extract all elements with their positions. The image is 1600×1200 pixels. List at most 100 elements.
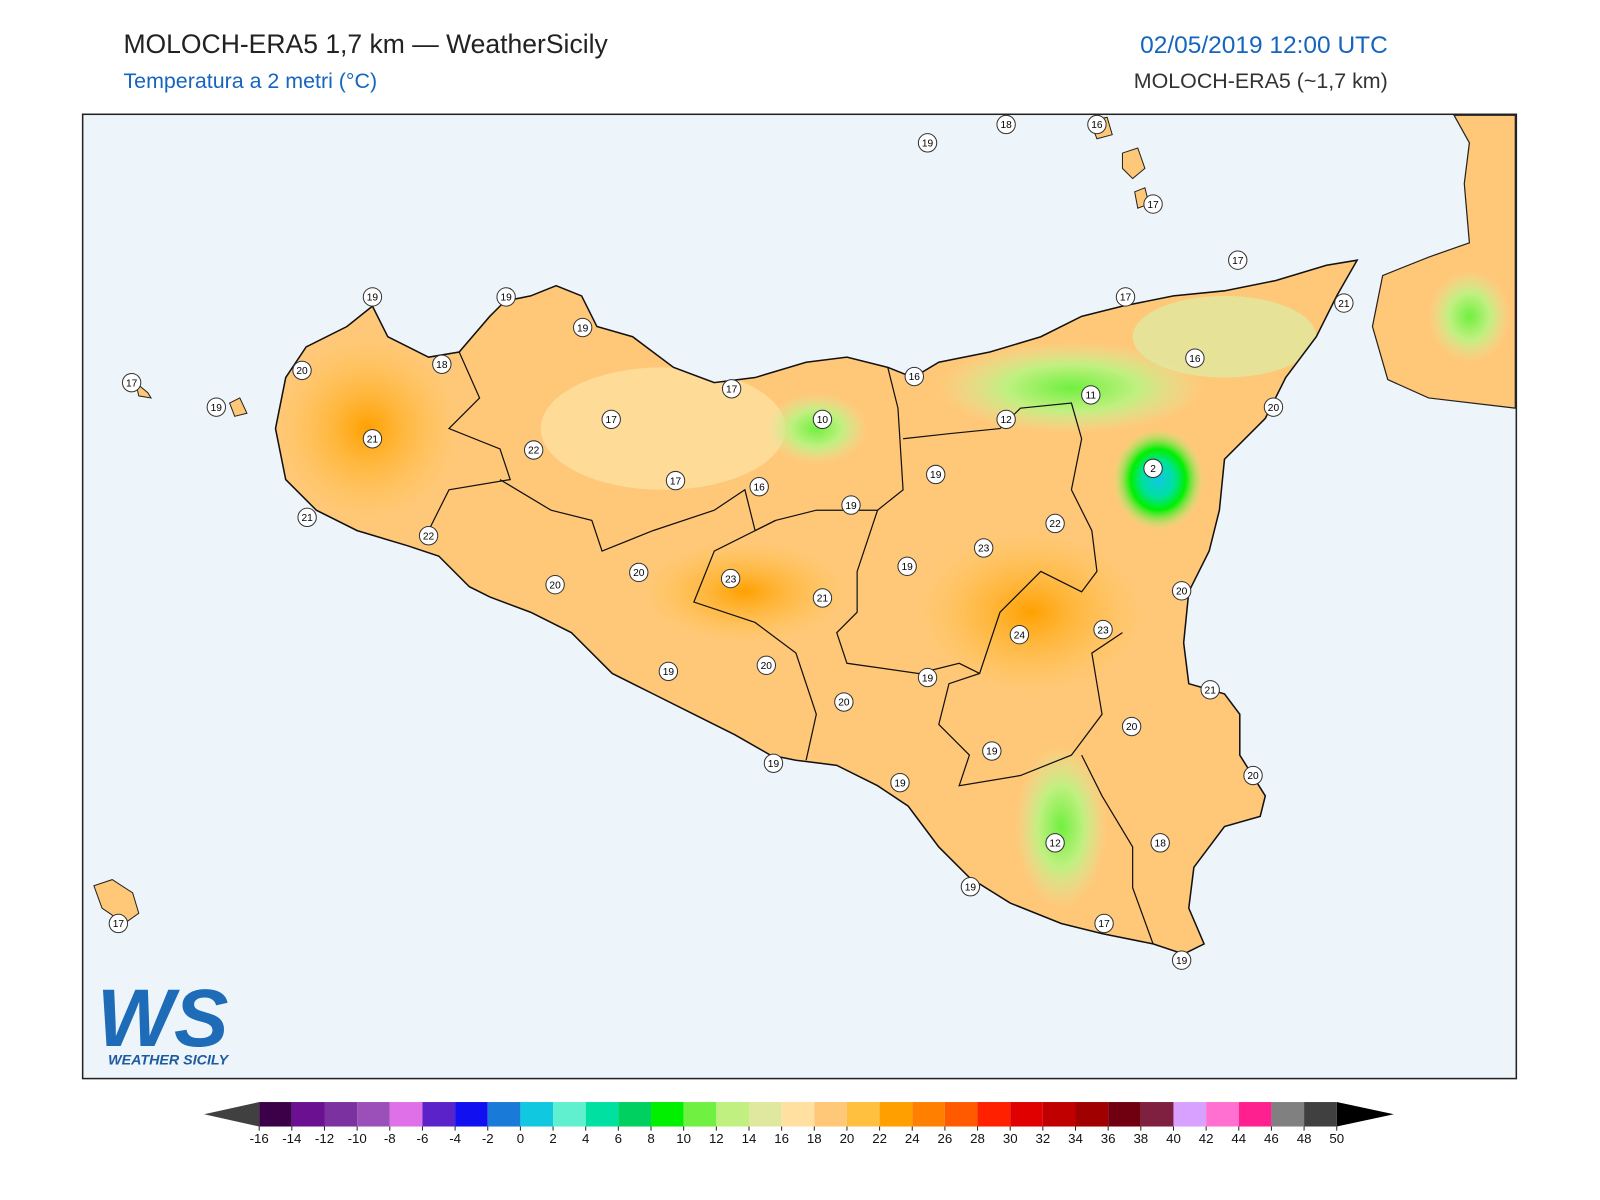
logo: WS WEATHER SICILY (97, 973, 230, 1068)
station-value: 23 (725, 574, 737, 585)
station-value: 12 (1000, 415, 1012, 426)
station-value: 17 (670, 476, 682, 487)
station-marker (1121, 716, 1142, 737)
colorbar-tick-label: 40 (1166, 1131, 1181, 1146)
station-marker (297, 507, 317, 528)
colorbar: -16 -14 -12 -10 -8 -6 -4 -2 0 2 4 6 8 10 12 14 16 18 20 22 2… (204, 1102, 1394, 1146)
station-marker (1200, 680, 1220, 700)
colorbar-bin (1271, 1102, 1305, 1127)
province-borders (428, 351, 1154, 945)
station-marker (1045, 513, 1065, 534)
colorbar-tick-label: 16 (774, 1131, 789, 1146)
colorbar-bin (814, 1102, 847, 1127)
station-value: 20 (296, 366, 308, 377)
colorbar-bin (422, 1102, 456, 1127)
colorbar-tick-label: 10 (676, 1131, 691, 1146)
station-value: 2 (1150, 464, 1156, 475)
station-value: 19 (500, 293, 512, 304)
station-value: 17 (126, 378, 138, 389)
station-value: 20 (549, 580, 561, 591)
station-marker (206, 397, 227, 417)
station-marker (601, 409, 621, 430)
station-value: 12 (1049, 839, 1061, 850)
station-marker (917, 133, 938, 153)
station-marker (1228, 250, 1248, 270)
station-value: 21 (1338, 299, 1350, 310)
colorbar-bin (748, 1102, 782, 1127)
colorbar-tick-label: -2 (482, 1131, 494, 1146)
station-marker (1115, 287, 1136, 307)
station-marker (996, 409, 1016, 430)
station-value: 17 (1120, 293, 1132, 304)
colorbar-bin (585, 1102, 619, 1127)
colorbar-tick-label: 24 (905, 1131, 920, 1146)
colorbar-bin (977, 1102, 1011, 1127)
colorbar-tick-label: -10 (348, 1131, 367, 1146)
colorbar-bin (912, 1102, 945, 1127)
station-marker (982, 741, 1002, 761)
station-marker (812, 409, 833, 430)
station-marker (1171, 581, 1192, 601)
colorbar-tick-label: 18 (807, 1131, 822, 1146)
station-marker (926, 464, 946, 485)
colorbar-tick-label: 26 (938, 1131, 953, 1146)
station-marker (1150, 833, 1170, 853)
station-value: 19 (986, 747, 998, 758)
colorbar-bin (520, 1102, 554, 1127)
colorbar-tick-label: 48 (1297, 1131, 1312, 1146)
colorbar-bin (357, 1102, 390, 1127)
station-marker (1045, 833, 1065, 853)
station-marker (897, 556, 917, 577)
station-marker (432, 354, 452, 374)
colorbar-tick-label: -6 (417, 1131, 429, 1146)
station-value: 17 (606, 415, 618, 426)
colorbar-bin (324, 1102, 358, 1127)
station-marker (658, 661, 679, 682)
station-value: 24 (1014, 630, 1026, 641)
colorbar-bin (389, 1102, 423, 1127)
logo-caption: WEATHER SICILY (108, 1052, 229, 1068)
station-marker (834, 692, 854, 712)
station-marker (1143, 458, 1163, 479)
colorbar-bin (1010, 1102, 1043, 1127)
station-value: 19 (845, 501, 857, 512)
station-marker (496, 287, 516, 307)
colorbar-tick-label: 20 (840, 1131, 855, 1146)
colorbar-bin (1075, 1102, 1109, 1127)
colorbar-bin (716, 1102, 749, 1127)
colorbar-tick-label: -8 (384, 1131, 396, 1146)
colorbar-tick-label: -14 (282, 1131, 301, 1146)
colorbar-bin (651, 1102, 684, 1127)
colorbar-bin (1140, 1102, 1174, 1127)
station-marker (292, 360, 312, 381)
station-labels: 19 18 16 17 17 17 21 19 19 19 18 20 17 19 17 16 17 10 11 12… (108, 114, 1354, 970)
colorbar-bin (1304, 1102, 1337, 1127)
colorbar-bin (1238, 1102, 1272, 1127)
station-value: 21 (1205, 686, 1217, 697)
station-marker (1094, 913, 1114, 934)
station-value: 23 (1097, 625, 1109, 636)
colorbar-tick-label: 14 (742, 1131, 757, 1146)
colorbar-tick-label: 4 (582, 1131, 589, 1146)
station-value: 20 (1176, 587, 1188, 598)
station-value: 19 (1176, 956, 1188, 967)
station-value: 19 (930, 470, 942, 481)
colorbar-under (204, 1102, 260, 1127)
station-value: 20 (838, 698, 850, 709)
station-marker (1081, 385, 1101, 405)
colorbar-bin (781, 1102, 815, 1127)
station-value: 20 (1268, 403, 1280, 414)
station-value: 20 (761, 661, 773, 672)
station-value: 19 (922, 139, 934, 150)
station-marker (749, 477, 769, 497)
station-marker (629, 562, 649, 583)
station-value: 19 (922, 673, 934, 684)
colorbar-tick-label: 42 (1199, 1131, 1214, 1146)
station-marker (121, 372, 142, 393)
station-marker (362, 429, 383, 449)
station-value: 18 (1155, 839, 1167, 850)
station-value: 11 (1086, 391, 1097, 402)
station-marker (721, 379, 742, 399)
island (1121, 147, 1146, 180)
